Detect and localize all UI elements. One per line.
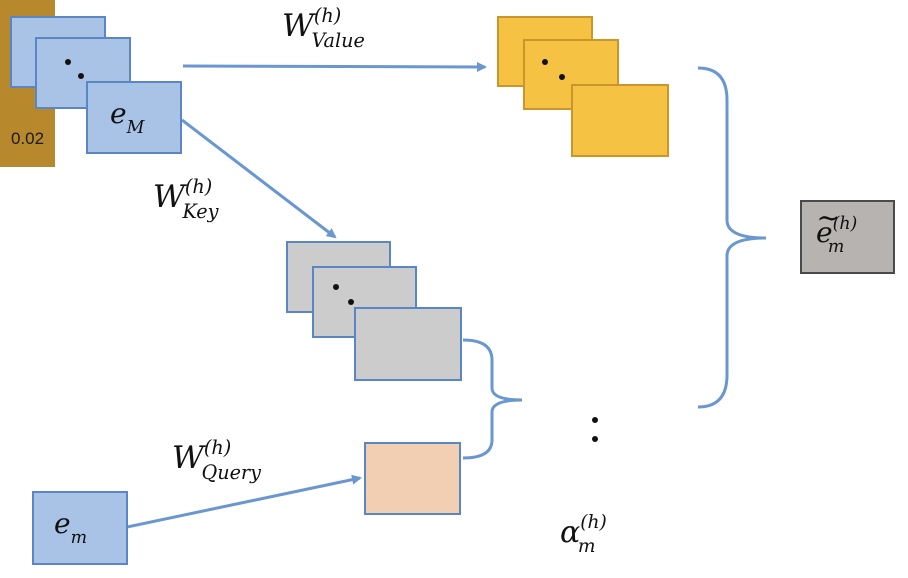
ellipsis-dot bbox=[559, 74, 565, 80]
query-input-embedding: em bbox=[32, 491, 128, 565]
input-embedding-card-last: eM bbox=[86, 81, 182, 154]
query-projection-arrow bbox=[126, 474, 362, 529]
ellipsis-dot bbox=[542, 59, 548, 65]
ellipsis-dot bbox=[333, 284, 339, 290]
key-projection-arrow bbox=[181, 118, 337, 239]
output-embedding-box: e ~ (h)m bbox=[800, 200, 895, 274]
key-stack-label: eM bbox=[110, 97, 145, 138]
value-attention-brace bbox=[697, 66, 767, 409]
ellipsis-dot bbox=[65, 59, 71, 65]
query-projection-label: W(h)Query bbox=[172, 435, 261, 484]
query-input-label: em bbox=[54, 507, 88, 548]
value-card-last bbox=[571, 84, 669, 157]
ellipsis-dot bbox=[78, 73, 84, 79]
output-label: e ~ (h)m bbox=[816, 200, 858, 257]
key-card-last bbox=[354, 307, 462, 381]
query-vector-box bbox=[364, 442, 461, 515]
key-projection-label: W(h)Key bbox=[153, 174, 219, 223]
value-projection-arrow bbox=[182, 61, 487, 72]
attention-weight-3: 0.02 bbox=[0, 111, 55, 167]
ellipsis-dot bbox=[592, 436, 598, 442]
tilde-accent: ~ bbox=[816, 200, 841, 234]
ellipsis-dot bbox=[348, 299, 354, 305]
ellipsis-dot bbox=[592, 417, 598, 423]
key-query-brace bbox=[462, 338, 523, 460]
value-projection-label: W(h)Value bbox=[282, 3, 365, 52]
attention-weights-label: α(h)m bbox=[560, 512, 607, 558]
